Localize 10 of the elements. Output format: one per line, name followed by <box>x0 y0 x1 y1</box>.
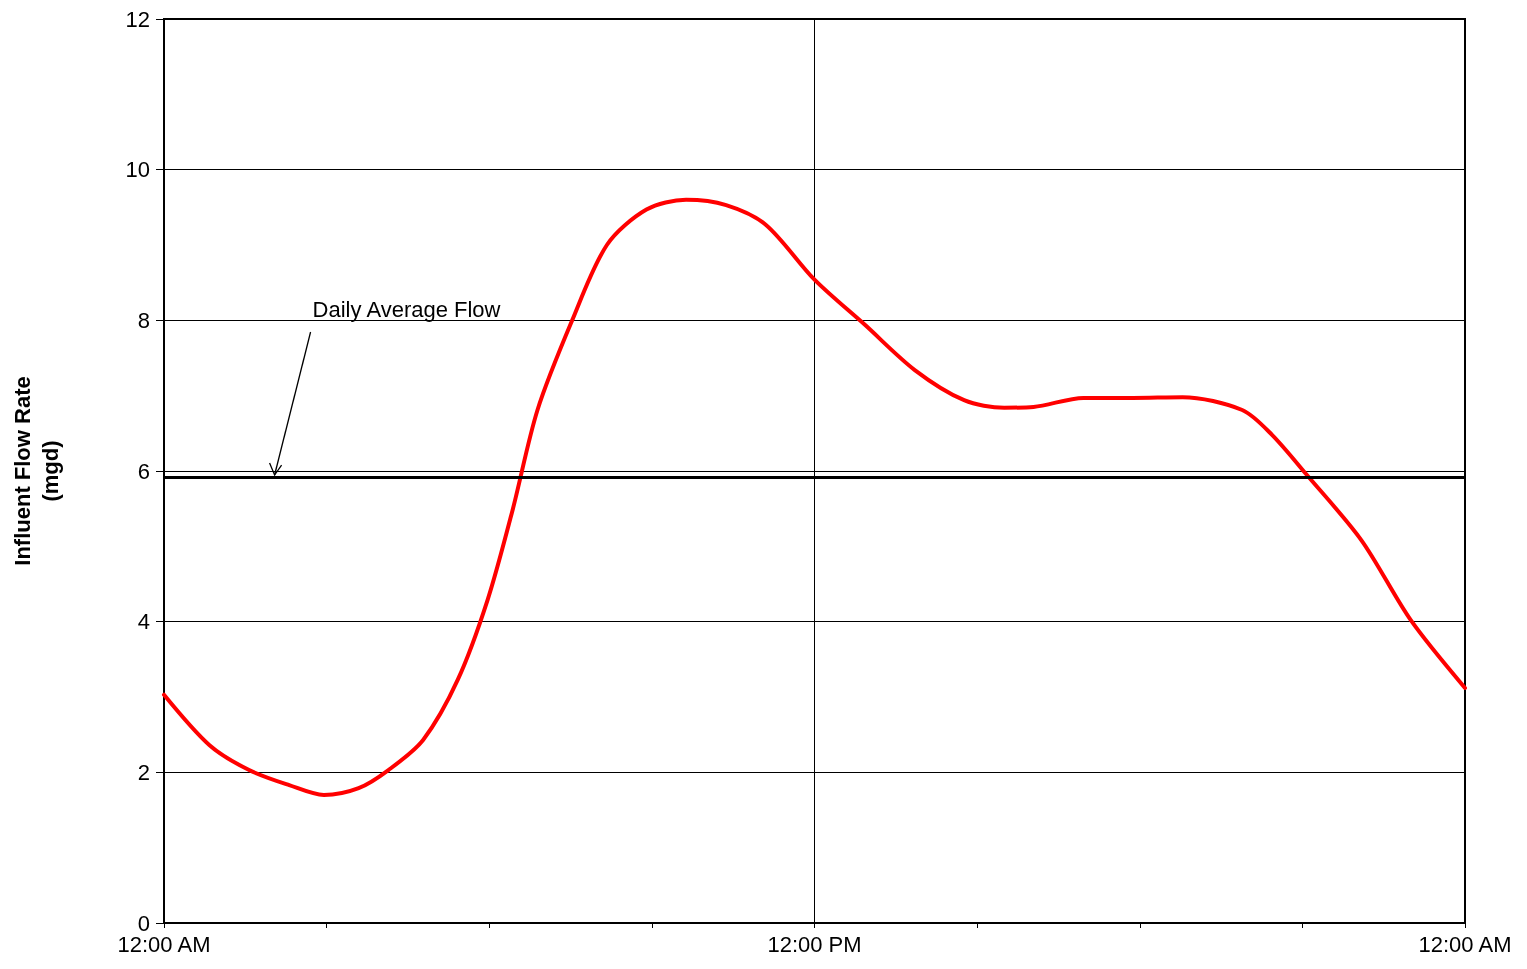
x-tick-label: 12:00 PM <box>767 931 862 957</box>
y-tick-label: 12 <box>125 6 150 32</box>
y-tick-label: 2 <box>137 759 150 785</box>
y-tick-label: 6 <box>137 458 150 484</box>
y-tick-label: 10 <box>125 157 150 183</box>
y-tick-label: 8 <box>137 307 150 333</box>
y-axis-title: Influent Flow Rate (mgd) <box>9 376 63 566</box>
y-tick-label: 4 <box>137 609 150 635</box>
ref-line-label: Daily Average Flow <box>312 296 501 322</box>
x-tick-label: 12:00 AM <box>1418 931 1512 957</box>
